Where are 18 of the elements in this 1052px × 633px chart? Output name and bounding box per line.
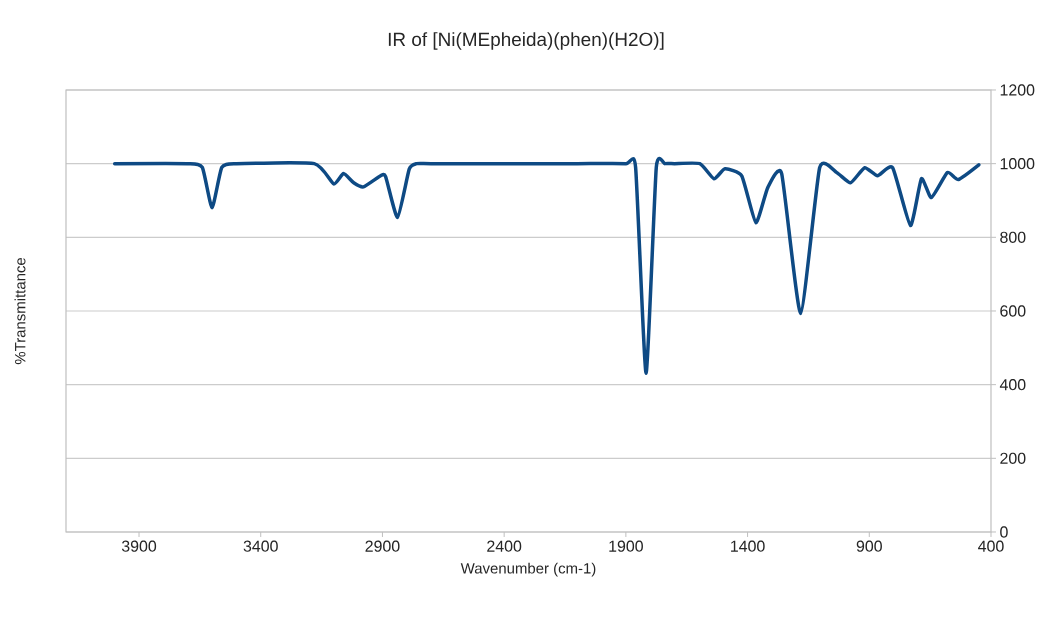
x-tick-label: 1900 xyxy=(609,540,643,552)
x-tick-label: 400 xyxy=(978,540,1004,552)
x-tick-label: 2400 xyxy=(487,540,522,552)
y-tick-label: 0 xyxy=(1000,526,1008,538)
y-tick-label: 1200 xyxy=(1000,84,1035,96)
y-tick-label: 1000 xyxy=(1000,158,1035,170)
y-tick-label: 800 xyxy=(1000,231,1026,243)
y-tick-label: 200 xyxy=(1000,452,1026,464)
x-tick-label: 1400 xyxy=(731,540,765,552)
y-tick-label: 400 xyxy=(999,379,1026,391)
x-tick-label: 900 xyxy=(856,540,882,552)
x-tick-label: 3900 xyxy=(121,540,157,552)
x-axis-title: Wavenumber (cm-1) xyxy=(460,562,596,577)
x-tick-label: 3400 xyxy=(243,540,278,552)
y-tick-label: 600 xyxy=(1000,305,1026,317)
x-tick-label: 2900 xyxy=(365,540,400,552)
chart-title: IR of [Ni(MEpheida)(phen)(H2O)] xyxy=(388,32,664,50)
y-axis-title: %Transmittance xyxy=(14,257,26,365)
